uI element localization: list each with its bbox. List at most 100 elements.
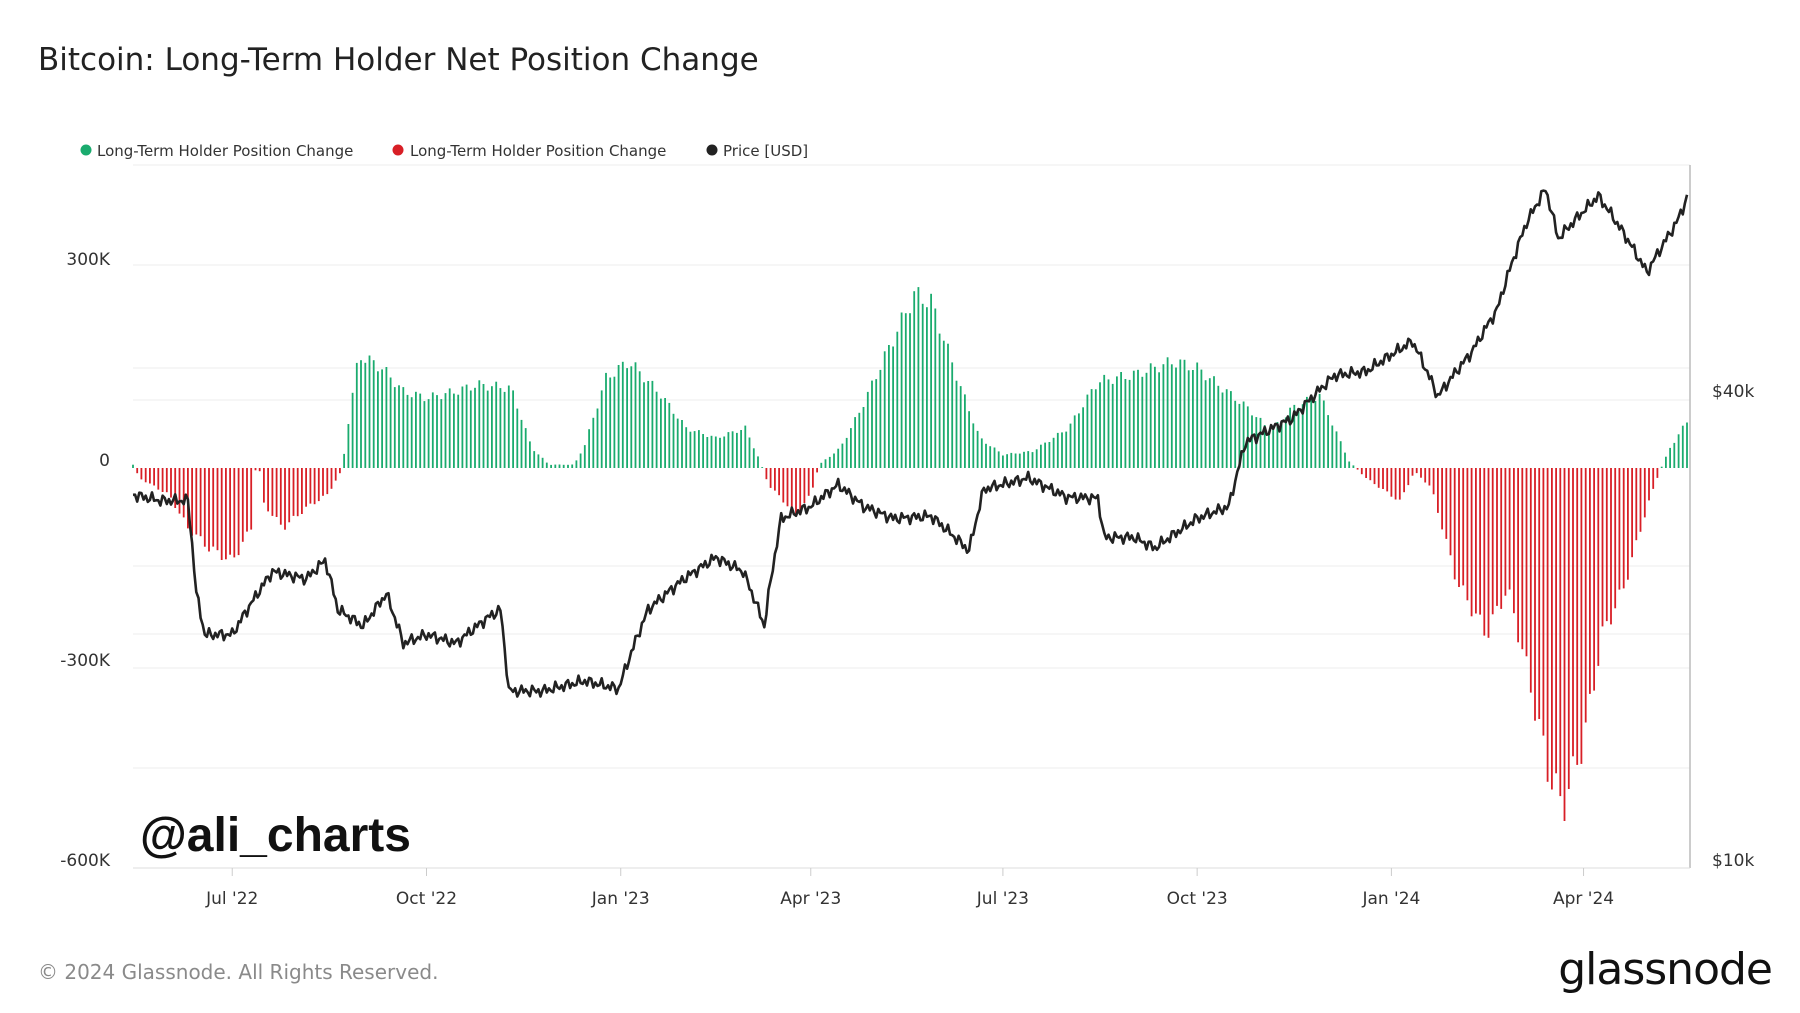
bar-positive — [410, 397, 413, 468]
y-right-tick: $40k — [1712, 382, 1754, 402]
bar-negative — [1567, 468, 1570, 789]
bar-negative — [1403, 468, 1405, 493]
bar-positive — [355, 362, 358, 468]
bar-negative — [161, 468, 164, 492]
bar-positive — [1208, 378, 1211, 468]
bar-negative — [229, 468, 231, 555]
bar-positive — [685, 427, 688, 468]
bar-positive — [837, 448, 840, 468]
bar-negative — [782, 468, 785, 503]
bar-positive — [1141, 376, 1144, 468]
bar-positive — [1048, 442, 1051, 468]
bar-negative — [250, 468, 253, 530]
bar-positive — [892, 346, 894, 468]
bar-positive — [1086, 394, 1089, 468]
bar-negative — [326, 468, 329, 495]
bar-negative — [1631, 468, 1633, 558]
bar-positive — [1272, 428, 1275, 468]
bar-negative — [769, 468, 772, 488]
bar-positive — [1018, 453, 1021, 468]
bar-positive — [1196, 362, 1199, 468]
bar-positive — [858, 412, 861, 468]
bar-negative — [1365, 468, 1367, 478]
bar-negative — [241, 468, 244, 542]
bar-positive — [866, 391, 869, 468]
bar-positive — [343, 453, 345, 468]
bar-negative — [774, 468, 776, 491]
bar-positive — [820, 462, 823, 468]
bar-positive — [495, 381, 498, 468]
bar-positive — [1162, 364, 1165, 468]
bar-negative — [292, 468, 295, 516]
bar-positive — [541, 457, 544, 468]
x-tick-label: Apr '24 — [1553, 889, 1614, 909]
bar-positive — [862, 407, 865, 468]
bar-positive — [571, 464, 574, 468]
bar-positive — [1284, 417, 1287, 468]
y-left-tick: -300K — [60, 651, 111, 671]
bar-negative — [233, 468, 236, 558]
bar-positive — [1314, 401, 1317, 468]
bar-positive — [398, 385, 400, 468]
bar-negative — [149, 468, 151, 484]
x-axis: Jul '22 Oct '22 Jan '23 Apr '23 Jul '23 Oct '… — [205, 868, 1614, 909]
bar-negative — [220, 468, 223, 560]
bar-positive — [1031, 452, 1034, 468]
bar-positive — [1276, 422, 1279, 468]
bar-positive — [1175, 367, 1177, 468]
bar-positive — [1090, 389, 1093, 468]
bar-positive — [964, 394, 966, 468]
bar-positive — [1200, 369, 1203, 468]
bar-positive — [609, 377, 612, 468]
bar-positive — [959, 386, 962, 468]
bar-negative — [212, 468, 215, 547]
bar-negative — [1580, 468, 1583, 764]
bar-positive — [1124, 379, 1127, 468]
bar-positive — [828, 456, 831, 468]
bar-positive — [909, 313, 911, 468]
bar-positive — [1665, 456, 1667, 468]
bar-positive — [1344, 452, 1346, 468]
bar-positive — [448, 388, 451, 468]
copyright: © 2024 Glassnode. All Rights Reserved. — [38, 960, 439, 984]
bar-positive — [1259, 417, 1262, 468]
bar-negative — [182, 468, 185, 518]
bar-positive — [672, 413, 675, 468]
bar-positive — [482, 384, 485, 468]
bar-positive — [1339, 441, 1342, 468]
bar-negative — [1614, 468, 1617, 609]
bar-positive — [888, 345, 890, 468]
bar-positive — [1310, 398, 1313, 468]
bar-negative — [778, 468, 780, 496]
legend-label-price: Price [USD] — [723, 142, 808, 160]
x-tick-label: Oct '23 — [1167, 889, 1228, 909]
bar-positive — [469, 390, 472, 468]
bar-positive — [423, 401, 426, 468]
bar-positive — [879, 369, 882, 468]
bar-negative — [309, 468, 312, 504]
bar-negative — [1584, 468, 1587, 723]
bar-negative — [1479, 468, 1481, 615]
bar-negative — [1576, 468, 1579, 765]
bar-positive — [1132, 370, 1135, 468]
bar-positive — [989, 446, 992, 468]
bar-positive — [1166, 357, 1169, 468]
bar-positive — [698, 430, 700, 468]
bar-negative — [1627, 468, 1629, 580]
bar-positive — [976, 430, 979, 468]
bar-negative — [1551, 468, 1553, 790]
y-left-axis: 300K 0 -300K -600K — [60, 250, 111, 871]
bar-positive — [917, 287, 920, 468]
bar-positive — [731, 431, 734, 468]
bar-positive — [1318, 393, 1321, 468]
bar-positive — [1187, 370, 1190, 468]
bar-positive — [689, 431, 692, 468]
bar-positive — [1073, 415, 1076, 468]
bar-positive — [444, 393, 447, 468]
bar-negative — [1513, 468, 1515, 614]
bar-positive — [748, 437, 751, 468]
bar-positive — [533, 451, 536, 468]
bar-positive — [1681, 425, 1684, 468]
bar-negative — [1559, 468, 1562, 797]
bar-positive — [651, 380, 654, 468]
